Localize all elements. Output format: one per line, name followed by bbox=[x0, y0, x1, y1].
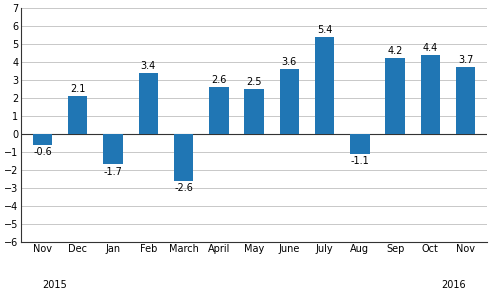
Bar bbox=[421, 55, 440, 134]
Text: 4.4: 4.4 bbox=[423, 43, 438, 53]
Text: -0.6: -0.6 bbox=[33, 147, 52, 157]
Bar bbox=[68, 96, 87, 134]
Text: 2.5: 2.5 bbox=[246, 77, 262, 87]
Bar bbox=[315, 37, 334, 134]
Text: 2015: 2015 bbox=[43, 281, 67, 291]
Text: -1.7: -1.7 bbox=[104, 166, 122, 177]
Text: -1.1: -1.1 bbox=[351, 156, 369, 166]
Bar bbox=[350, 134, 370, 154]
Text: 2016: 2016 bbox=[441, 281, 465, 291]
Bar bbox=[209, 87, 228, 134]
Text: -2.6: -2.6 bbox=[174, 183, 193, 193]
Text: 4.2: 4.2 bbox=[387, 46, 403, 56]
Bar bbox=[456, 67, 475, 134]
Bar bbox=[245, 89, 264, 134]
Text: 2.1: 2.1 bbox=[70, 84, 85, 94]
Bar bbox=[103, 134, 123, 164]
Text: 3.6: 3.6 bbox=[282, 57, 297, 67]
Bar bbox=[174, 134, 193, 181]
Text: 2.6: 2.6 bbox=[211, 75, 226, 85]
Bar bbox=[280, 69, 299, 134]
Bar bbox=[385, 59, 405, 134]
Text: 3.4: 3.4 bbox=[140, 61, 156, 71]
Bar bbox=[138, 73, 158, 134]
Bar bbox=[33, 134, 52, 145]
Text: 5.4: 5.4 bbox=[317, 25, 332, 35]
Text: 3.7: 3.7 bbox=[458, 55, 473, 65]
